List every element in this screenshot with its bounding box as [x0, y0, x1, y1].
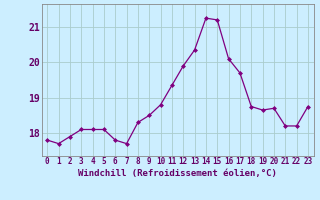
X-axis label: Windchill (Refroidissement éolien,°C): Windchill (Refroidissement éolien,°C) [78, 169, 277, 178]
